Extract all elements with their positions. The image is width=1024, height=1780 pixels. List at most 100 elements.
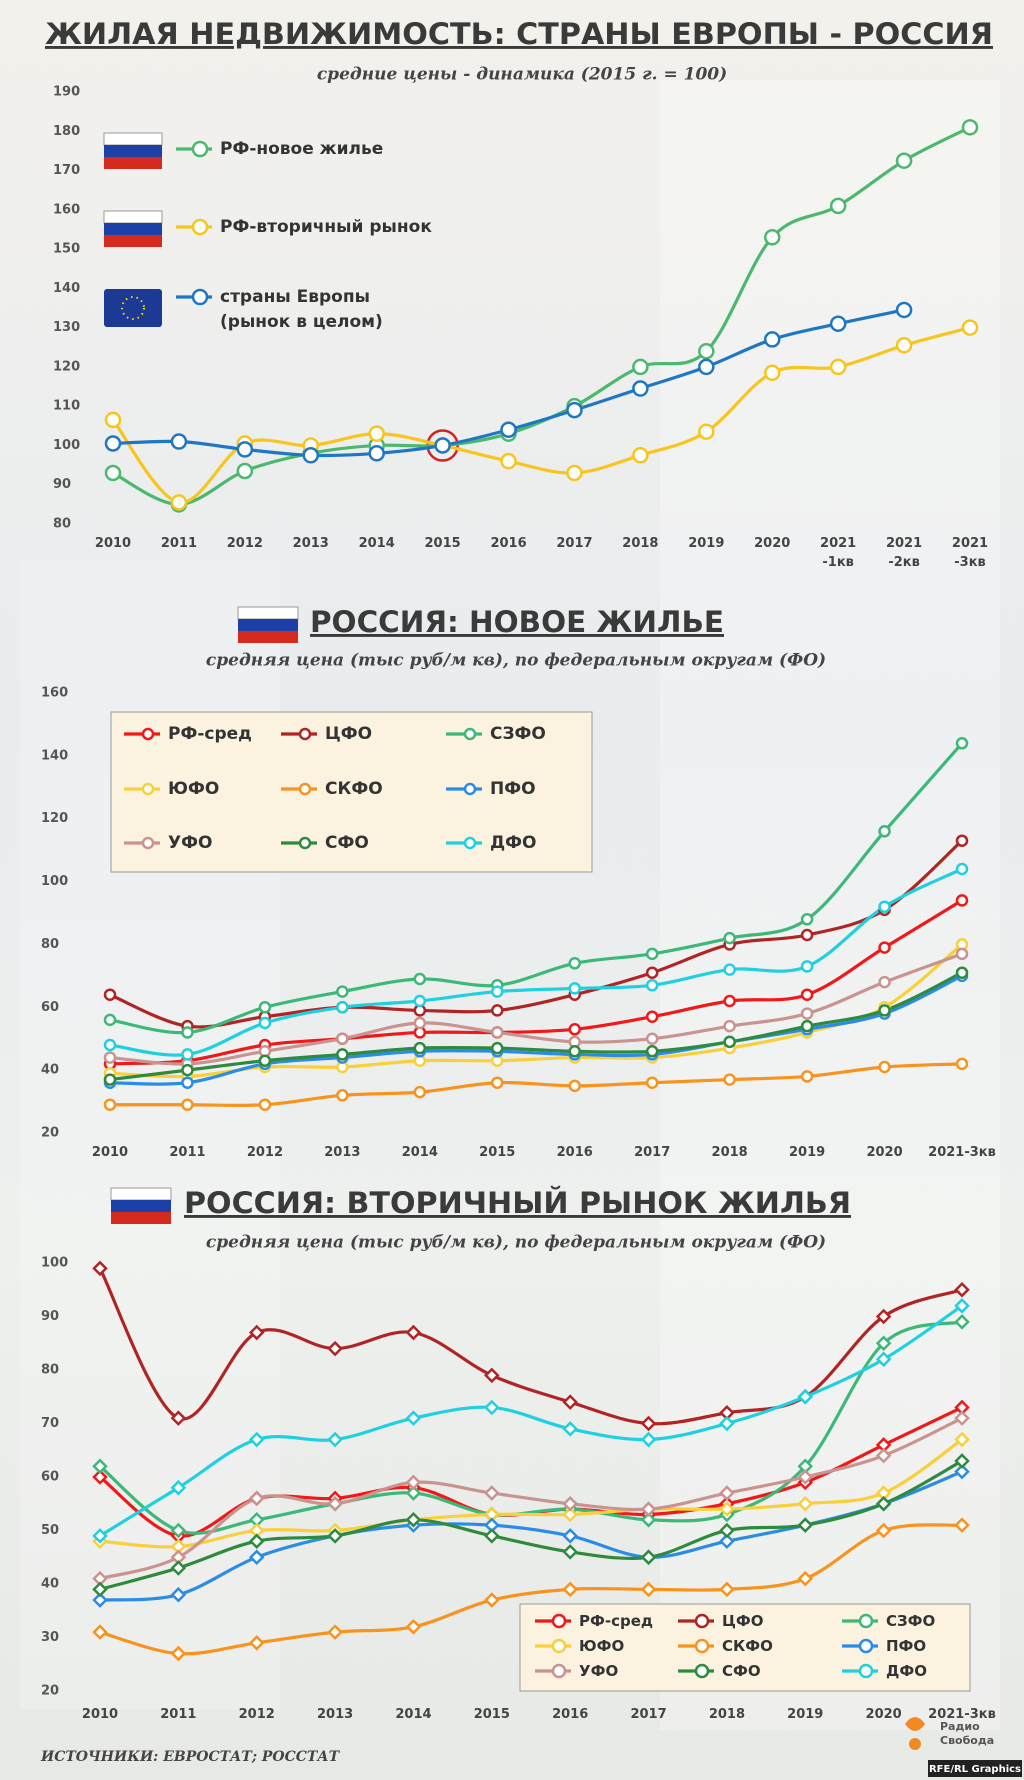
marker xyxy=(954,1431,970,1448)
marker xyxy=(878,1004,891,1017)
legend-label: страны Европы (рынок в целом) xyxy=(220,287,383,332)
x-tick-label: 2011 xyxy=(161,536,197,551)
x-tick-label: 2021 -1кв xyxy=(820,536,856,570)
marker xyxy=(829,358,847,376)
marker xyxy=(632,380,649,397)
x-tick-label: 2018 xyxy=(712,1145,748,1160)
marker xyxy=(236,462,254,480)
marker xyxy=(797,1495,814,1512)
marker xyxy=(723,1019,736,1033)
x-tick-label: 2014 xyxy=(395,1707,431,1722)
marker xyxy=(413,994,427,1008)
chart-title: ЖИЛАЯ НЕДВИЖИМОСТЬ: СТРАНЫ ЕВРОПЫ - РОСС… xyxy=(45,17,993,51)
marker xyxy=(104,411,122,429)
marker xyxy=(413,1016,427,1030)
marker xyxy=(800,1019,814,1033)
legend-label: СКФО xyxy=(325,779,383,799)
marker xyxy=(719,1581,735,1598)
y-tick-label: 60 xyxy=(41,1000,59,1015)
marker xyxy=(413,1041,427,1055)
legend-label: ДФО xyxy=(886,1662,927,1680)
marker xyxy=(248,1431,265,1448)
marker xyxy=(878,900,891,913)
legend-marker xyxy=(551,1663,567,1679)
x-tick-label: 2012 xyxy=(227,536,263,551)
marker xyxy=(327,1431,343,1448)
y-tick-label: 30 xyxy=(41,1630,59,1645)
marker xyxy=(797,1388,814,1405)
marker xyxy=(719,1415,735,1432)
flag-eu xyxy=(104,289,162,327)
marker xyxy=(640,1512,657,1528)
marker xyxy=(92,1458,108,1475)
marker xyxy=(640,1581,657,1598)
marker xyxy=(954,1517,970,1533)
marker xyxy=(763,229,781,246)
legend-label: РФ-новое жилье xyxy=(220,139,383,159)
marker xyxy=(92,1260,108,1277)
y-tick-label: 160 xyxy=(41,686,68,701)
y-tick-label: 120 xyxy=(41,811,68,826)
legend-marker xyxy=(551,1638,567,1654)
marker xyxy=(895,337,913,354)
marker xyxy=(170,494,188,511)
legend-box xyxy=(519,1603,971,1692)
marker xyxy=(875,1308,892,1325)
marker xyxy=(434,437,451,454)
x-tick-label: 2018 xyxy=(709,1707,745,1722)
x-tick-label: 2010 xyxy=(92,1145,128,1160)
marker xyxy=(895,152,913,169)
legend-marker xyxy=(191,288,209,306)
y-tick-label: 90 xyxy=(53,477,71,492)
y-tick-label: 80 xyxy=(41,937,59,952)
marker xyxy=(723,1035,736,1049)
legend-marker xyxy=(298,836,312,850)
credit: RFE/RL Graphics xyxy=(929,1764,1021,1775)
legend-label: ДФО xyxy=(490,833,536,853)
marker xyxy=(829,197,847,215)
marker xyxy=(568,982,581,995)
marker xyxy=(491,985,504,998)
marker xyxy=(491,1026,504,1039)
marker xyxy=(104,435,122,452)
marker xyxy=(955,947,969,961)
marker xyxy=(640,1501,657,1517)
marker xyxy=(719,1501,735,1517)
marker xyxy=(954,1410,970,1426)
legend-label: ЦФО xyxy=(722,1612,764,1630)
y-tick-label: 110 xyxy=(53,399,80,414)
marker xyxy=(698,358,715,376)
series-line xyxy=(110,1062,963,1108)
chart-title: РОССИЯ: НОВОЕ ЖИЛЬЕ xyxy=(310,605,724,639)
marker xyxy=(327,1624,343,1640)
marker xyxy=(800,960,814,973)
marker xyxy=(170,1522,187,1539)
marker xyxy=(92,1528,108,1544)
marker xyxy=(327,1340,343,1357)
marker xyxy=(878,975,891,989)
marker xyxy=(484,1399,500,1416)
marker xyxy=(484,1367,500,1384)
marker xyxy=(103,1038,117,1052)
marker xyxy=(248,1490,265,1507)
chart-subtitle: средняя цена (тыс руб/м кв), по федераль… xyxy=(206,651,826,671)
legend-marker xyxy=(694,1663,710,1679)
legend-marker xyxy=(191,218,209,236)
legend-label: СЗФО xyxy=(490,724,546,744)
marker xyxy=(405,1474,422,1491)
x-tick-label: 2010 xyxy=(82,1707,118,1722)
marker xyxy=(103,1013,117,1027)
marker xyxy=(719,1522,735,1539)
x-tick-label: 2020 xyxy=(866,1145,902,1160)
legend-marker xyxy=(191,140,209,158)
marker xyxy=(800,988,814,1001)
legend-label: ЦФО xyxy=(325,724,372,744)
flag-russia xyxy=(103,132,163,169)
series-line xyxy=(99,1304,963,1538)
x-tick-label: 2015 xyxy=(425,536,461,551)
legend-marker xyxy=(141,727,155,741)
marker xyxy=(961,319,979,336)
x-tick-label: 2013 xyxy=(293,536,329,551)
x-tick-label: 2021-3кв xyxy=(928,1145,996,1160)
marker xyxy=(484,1485,500,1501)
